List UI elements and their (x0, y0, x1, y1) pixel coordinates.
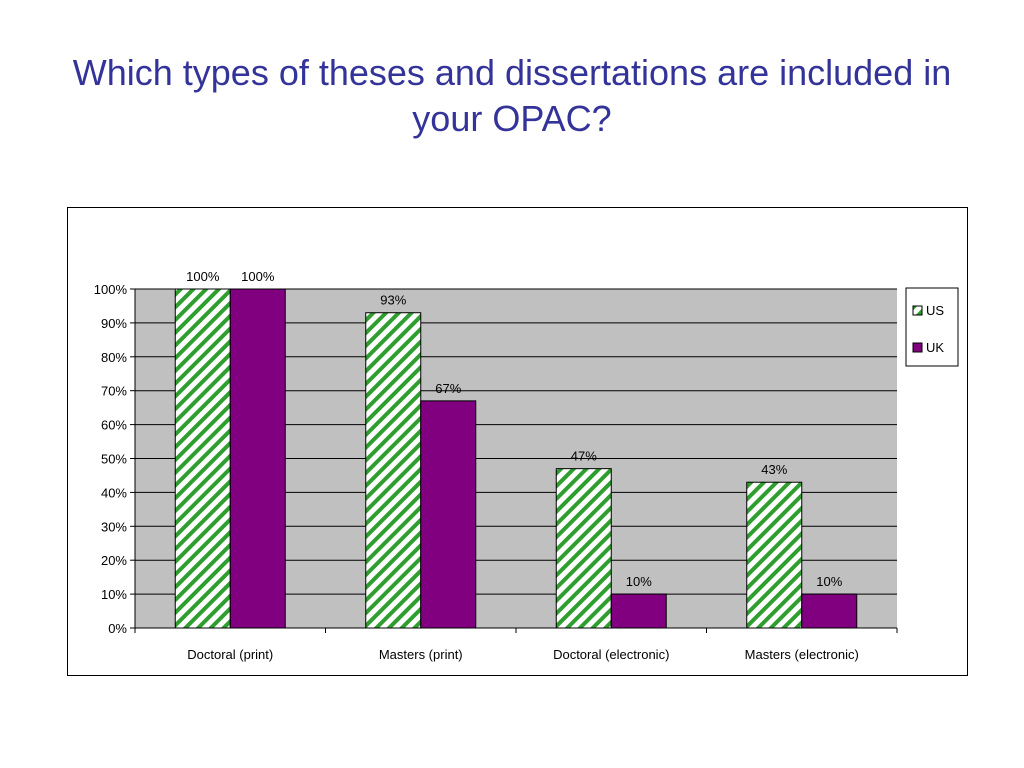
chart-frame: 0% 10% 20% 30% 40% 50% 60% 70% 80% 90% 100% 100% 100… (67, 207, 968, 676)
category-label: Masters (electronic) (745, 647, 859, 662)
category-label: Doctoral (electronic) (553, 647, 669, 662)
bar-uk (229, 288, 286, 629)
legend-swatch-uk (912, 342, 923, 353)
y-tick-label: 20% (101, 553, 127, 568)
slide-title: Which types of theses and dissertations … (72, 52, 952, 139)
y-tick-label: 90% (101, 316, 127, 331)
data-label: 10% (816, 574, 842, 589)
y-tick-label: 10% (101, 587, 127, 602)
bar-us (365, 312, 422, 629)
data-label: 67% (435, 381, 461, 396)
category-label: Masters (print) (379, 647, 463, 662)
data-label: 93% (380, 293, 406, 308)
y-tick-label: 80% (101, 350, 127, 365)
data-label: 100% (186, 269, 220, 284)
bar-us (174, 288, 231, 629)
y-tick-label: 50% (101, 452, 127, 467)
data-label: 47% (571, 449, 597, 464)
bar-uk (610, 593, 667, 629)
bar-us (746, 481, 803, 629)
legend-swatch-us (912, 305, 923, 316)
bar-uk (801, 593, 858, 629)
bar-chart: 0% 10% 20% 30% 40% 50% 60% 70% 80% 90% 100% 100% 100… (94, 269, 959, 662)
y-tick-label: 30% (101, 519, 127, 534)
legend-box (905, 287, 959, 367)
data-label: 100% (241, 269, 275, 284)
data-label: 10% (626, 574, 652, 589)
bar-uk (420, 400, 477, 629)
y-tick-label: 60% (101, 418, 127, 433)
data-label: 43% (761, 462, 787, 477)
bar-us (555, 468, 612, 629)
y-tick-label: 0% (108, 621, 127, 636)
y-tick-label: 70% (101, 384, 127, 399)
category-label: Doctoral (print) (187, 647, 273, 662)
legend-label-us: US (926, 303, 944, 318)
legend-label-uk: UK (926, 340, 944, 355)
y-tick-label: 40% (101, 485, 127, 500)
y-tick-label: 100% (94, 282, 128, 297)
